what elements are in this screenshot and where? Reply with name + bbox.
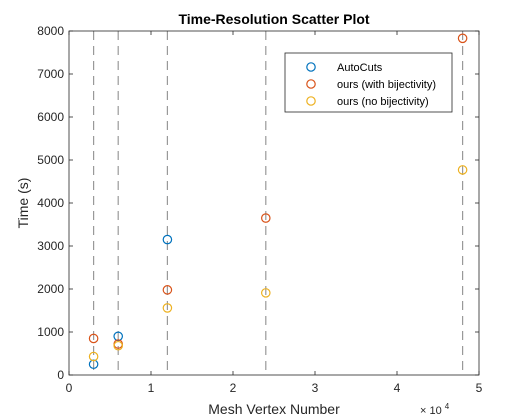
y-tick-label: 4000	[37, 196, 64, 210]
y-tick-label: 6000	[37, 110, 64, 124]
data-point	[457, 165, 468, 175]
y-tick-label: 8000	[37, 24, 64, 38]
x-axis-exponent: × 10 4	[420, 402, 450, 417]
x-tick-label: 2	[230, 381, 237, 395]
legend-label: AutoCuts	[337, 62, 383, 74]
data-point	[162, 303, 173, 313]
data-point	[457, 33, 468, 44]
chart-title: Time-Resolution Scatter Plot	[178, 11, 369, 27]
x-tick-label: 0	[66, 381, 73, 395]
data-point	[88, 351, 99, 362]
reference-lines	[92, 31, 464, 375]
legend-items: AutoCuts ours (with bijectivity) ours (no …	[306, 62, 436, 108]
data-point	[162, 285, 173, 295]
legend: AutoCuts ours (with bijectivity) ours (no …	[284, 52, 453, 113]
y-tick-label: 5000	[37, 153, 64, 167]
legend-marker	[306, 96, 316, 106]
data-point	[162, 234, 173, 245]
axis-ticks: 0 1 2 3 4 5 0 1000 2000 3000 4000 5000 6000 7000 8000	[37, 24, 482, 395]
x-axis-exponent-power: 4	[445, 402, 450, 411]
y-axis-label: Time (s)	[15, 178, 31, 229]
x-tick-label: 1	[148, 381, 155, 395]
data-point	[88, 333, 99, 344]
data-point	[88, 359, 99, 370]
data-point	[260, 213, 271, 223]
x-tick-label: 3	[312, 381, 319, 395]
data-point	[113, 331, 123, 342]
x-tick-label: 5	[476, 381, 483, 395]
x-axis-label: Mesh Vertex Number	[208, 401, 340, 417]
y-tick-label: 7000	[37, 67, 64, 81]
data-points	[88, 33, 468, 370]
y-tick-label: 1000	[37, 325, 64, 339]
x-axis-exponent-base: × 10	[420, 405, 442, 417]
y-tick-label: 2000	[37, 282, 64, 296]
legend-label: ours (with bijectivity)	[337, 79, 436, 91]
y-tick-label: 0	[57, 368, 64, 382]
legend-label: ours (no bijectivity)	[337, 96, 429, 108]
data-point	[113, 340, 123, 351]
legend-marker	[306, 62, 316, 72]
legend-marker	[306, 79, 316, 89]
y-tick-label: 3000	[37, 239, 64, 253]
data-point	[260, 288, 271, 298]
x-tick-label: 4	[394, 381, 401, 395]
